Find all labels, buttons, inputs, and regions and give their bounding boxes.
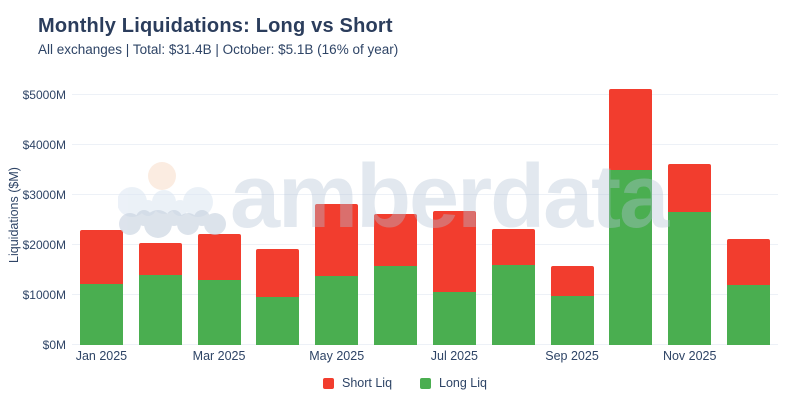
bar-segment-long	[727, 284, 771, 345]
bar-stack	[138, 242, 182, 345]
bar-segment-short	[609, 88, 653, 170]
bar-group	[425, 85, 484, 345]
x-tick-label: Nov 2025	[662, 349, 717, 363]
bar-group	[307, 85, 366, 345]
bar-segment-long	[374, 265, 418, 345]
gridline	[72, 294, 778, 295]
x-tick-label: Sep 2025	[545, 349, 599, 363]
legend-item[interactable]: Long Liq	[420, 376, 487, 390]
bar-segment-short	[550, 266, 594, 296]
bar-stack	[727, 238, 771, 345]
bar-segment-long	[197, 280, 241, 345]
legend-item[interactable]: Short Liq	[323, 376, 392, 390]
bar-group	[248, 85, 307, 345]
bar-segment-short	[727, 238, 771, 285]
x-axis-ticks: Jan 2025 Mar 2025 May 2025 Jul 2025 Sep 2025…	[72, 349, 778, 363]
chart-legend: Short Liq Long Liq	[0, 376, 810, 390]
bar-group	[484, 85, 543, 345]
bar-stack	[79, 230, 123, 345]
bar-segment-short	[491, 228, 535, 265]
bar-segment-short	[79, 230, 123, 284]
bar-stack	[256, 249, 300, 345]
bar-stack	[432, 211, 476, 345]
bar-segment-long	[609, 169, 653, 345]
bar-group	[543, 85, 602, 345]
legend-swatch	[420, 377, 432, 389]
bar-stack	[315, 203, 359, 345]
bar-stack	[609, 88, 653, 345]
x-tick-label	[719, 349, 778, 363]
bar-group	[601, 85, 660, 345]
gridline	[72, 194, 778, 195]
y-tick-label: $2000M	[22, 238, 66, 252]
bar-group	[190, 85, 249, 345]
bar-segment-long	[550, 295, 594, 345]
bar-segment-short	[315, 203, 359, 276]
gridline	[72, 244, 778, 245]
x-tick-label: May 2025	[309, 349, 365, 363]
legend-label: Short Liq	[342, 376, 393, 390]
plot-area	[72, 85, 778, 345]
y-tick-label: $5000M	[22, 88, 66, 102]
bar-segment-short	[138, 242, 182, 275]
y-tick-label: $0M	[42, 338, 66, 352]
y-axis-label: Liquidations ($M)	[7, 167, 21, 263]
bar-stack	[668, 163, 712, 345]
bar-segment-long	[491, 264, 535, 345]
bar-segment-long	[315, 275, 359, 345]
bar-segment-short	[256, 249, 300, 297]
bar-stack	[491, 228, 535, 345]
bar-stack	[550, 266, 594, 345]
bar-series	[72, 85, 778, 345]
legend-swatch	[323, 377, 334, 389]
bar-segment-long	[432, 291, 476, 345]
gridline	[72, 344, 778, 345]
y-tick-label: $1000M	[22, 288, 66, 302]
bar-group	[72, 85, 131, 345]
page-title: Monthly Liquidations: Long vs Short	[38, 15, 393, 37]
x-tick-label	[601, 349, 660, 363]
bar-group	[660, 85, 719, 345]
bar-segment-short	[197, 233, 241, 280]
bar-group	[131, 85, 190, 345]
bar-stack	[374, 214, 418, 345]
x-tick-label	[248, 349, 307, 363]
chart-subtitle: All exchanges | Total: $31.4B | October:…	[38, 42, 399, 57]
x-tick-label	[484, 349, 543, 363]
bar-segment-long	[256, 297, 300, 345]
bar-segment-short	[432, 211, 476, 292]
bar-segment-long	[79, 283, 123, 345]
gridline	[72, 94, 778, 95]
bar-segment-short	[668, 163, 712, 212]
y-tick-label: $3000M	[22, 188, 66, 202]
x-tick-label	[131, 349, 190, 363]
bar-segment-long	[138, 275, 182, 345]
bar-group	[366, 85, 425, 345]
bar-segment-short	[374, 214, 418, 266]
gridline	[72, 144, 778, 145]
x-tick-label: Jul 2025	[430, 349, 479, 363]
x-tick-label: Mar 2025	[192, 349, 246, 363]
bar-segment-long	[668, 211, 712, 345]
x-tick-label: Jan 2025	[75, 349, 128, 363]
bar-stack	[197, 233, 241, 345]
y-tick-label: $4000M	[22, 138, 66, 152]
legend-label: Long Liq	[439, 376, 487, 390]
x-tick-label	[366, 349, 425, 363]
bar-group	[719, 85, 778, 345]
